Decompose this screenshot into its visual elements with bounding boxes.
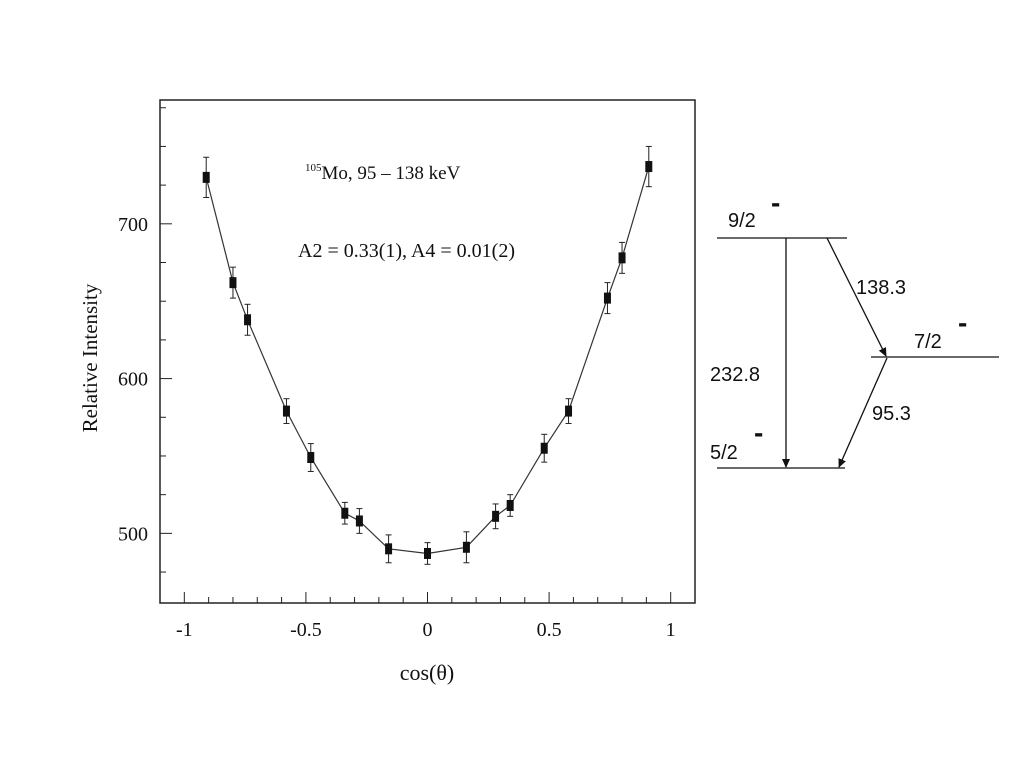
y-tick-label: 700 — [118, 214, 148, 236]
x-tick-label: 0 — [423, 619, 433, 641]
energy-label-138: 138.3 — [856, 277, 906, 299]
y-axis-label: Relative Intensity — [78, 283, 102, 432]
level-label-7-2: 7/2 — [914, 331, 942, 353]
nucleus-annotation: 105Mo, 95 – 138 keV — [305, 162, 461, 184]
transition-arrow-95 — [838, 357, 888, 468]
x-tick-label: 1 — [666, 619, 676, 641]
y-tick-labels: 500 600 700 — [118, 214, 148, 546]
x-tick-label: -0.5 — [290, 619, 322, 641]
data-point — [244, 314, 252, 326]
nucleus-energy-text: Mo, 95 – 138 keV — [322, 163, 461, 184]
level-label-5-2: 5/2 — [710, 442, 738, 464]
data-point — [492, 510, 500, 522]
data-point — [462, 541, 470, 553]
fit-curve — [205, 166, 650, 555]
transition-arrow-138 — [826, 237, 887, 357]
data-point — [618, 252, 626, 264]
y-tick-label: 600 — [118, 369, 148, 391]
data-point — [565, 405, 573, 417]
data-points — [202, 145, 653, 565]
data-point — [282, 405, 290, 417]
data-point — [506, 499, 514, 511]
parity-label-7-2: - — [958, 307, 967, 338]
parity-label-9-2: - — [771, 187, 780, 218]
mass-number-superscript: 105 — [305, 162, 322, 174]
energy-label-232: 232.8 — [710, 364, 760, 386]
data-point — [307, 452, 315, 464]
data-point — [540, 442, 548, 454]
data-point — [385, 543, 393, 555]
level-label-9-2: 9/2 — [728, 210, 756, 232]
level-scheme: 9/2 - 7/2 - 5/2 - 138.3 232.8 95.3 — [710, 187, 999, 469]
x-tick-label: -1 — [176, 619, 193, 641]
data-point — [424, 547, 431, 559]
coefficients-annotation: A2 = 0.33(1), A4 = 0.01(2) — [298, 240, 515, 262]
x-axis-label: cos(θ) — [400, 660, 455, 685]
data-point — [341, 507, 349, 519]
x-tick-label: 0.5 — [537, 619, 562, 641]
energy-label-95: 95.3 — [872, 403, 911, 425]
axis-ticks — [160, 107, 672, 603]
data-point — [202, 171, 210, 183]
data-point — [645, 161, 653, 173]
data-point — [229, 277, 237, 289]
y-tick-label: 500 — [118, 523, 148, 545]
x-tick-labels: -1 -0.5 0 0.5 1 — [176, 619, 676, 641]
data-point — [355, 515, 363, 527]
data-point — [603, 292, 611, 304]
parity-label-5-2: - — [754, 417, 763, 448]
